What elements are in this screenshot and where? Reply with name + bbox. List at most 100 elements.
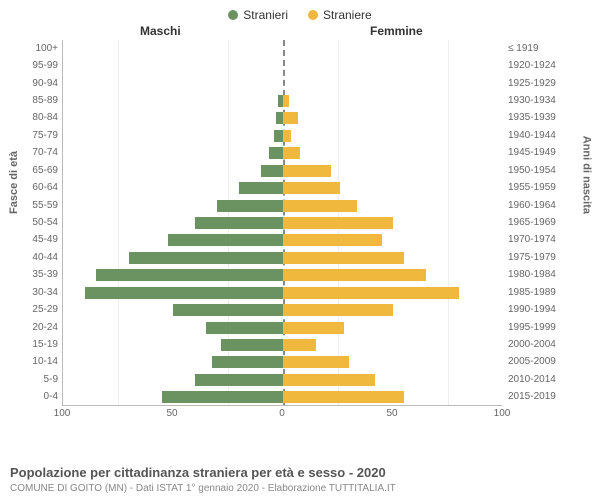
y-label-age: 75-79 (2, 129, 58, 143)
pyramid-row (63, 59, 502, 73)
bar-female (283, 182, 340, 194)
legend-swatch-female (308, 10, 318, 20)
bar-female (283, 356, 349, 368)
x-axis-ticks: 10050050100 (62, 408, 502, 422)
y-label-age: 55-59 (2, 199, 58, 213)
y-label-age: 0-4 (2, 390, 58, 404)
column-headers: Maschi Femmine (0, 24, 600, 40)
y-label-birth: 1950-1954 (508, 164, 588, 178)
x-tick: 50 (166, 408, 177, 419)
bar-male (212, 356, 282, 368)
bar-male (206, 322, 283, 334)
pyramid-row (63, 42, 502, 56)
plot-area (62, 40, 502, 406)
pyramid-row (63, 338, 502, 352)
bar-female (283, 217, 393, 229)
x-tick: 100 (494, 408, 511, 419)
bar-male (85, 287, 283, 299)
y-label-birth: 2015-2019 (508, 390, 588, 404)
pyramid-row (63, 251, 502, 265)
bar-male (269, 147, 282, 159)
chart-subtitle: COMUNE DI GOITO (MN) - Dati ISTAT 1° gen… (10, 483, 396, 494)
y-label-birth: 1925-1929 (508, 77, 588, 91)
pyramid-row (63, 164, 502, 178)
y-label-age: 70-74 (2, 146, 58, 160)
y-label-birth: ≤ 1919 (508, 42, 588, 56)
bar-female (283, 234, 382, 246)
y-label-age: 90-94 (2, 77, 58, 91)
y-label-birth: 1935-1939 (508, 111, 588, 125)
pyramid-row (63, 303, 502, 317)
y-label-birth: 1995-1999 (508, 321, 588, 335)
legend-swatch-male (228, 10, 238, 20)
y-label-age: 80-84 (2, 111, 58, 125)
bar-male (129, 252, 283, 264)
bar-female (283, 95, 290, 107)
pyramid-row (63, 233, 502, 247)
y-label-birth: 2000-2004 (508, 338, 588, 352)
y-label-birth: 1985-1989 (508, 286, 588, 300)
y-label-age: 45-49 (2, 233, 58, 247)
y-label-age: 20-24 (2, 321, 58, 335)
pyramid-row (63, 355, 502, 369)
y-label-age: 15-19 (2, 338, 58, 352)
y-label-birth: 1955-1959 (508, 181, 588, 195)
bar-male (261, 165, 283, 177)
y-label-age: 85-89 (2, 94, 58, 108)
pyramid-row (63, 286, 502, 300)
bar-male (217, 200, 283, 212)
bar-female (283, 130, 292, 142)
y-label-age: 40-44 (2, 251, 58, 265)
y-label-age: 5-9 (2, 373, 58, 387)
y-label-birth: 1965-1969 (508, 216, 588, 230)
y-label-birth: 1920-1924 (508, 59, 588, 73)
y-label-age: 30-34 (2, 286, 58, 300)
pyramid-row (63, 390, 502, 404)
pyramid-row (63, 321, 502, 335)
header-female: Femmine (370, 24, 423, 38)
bar-female (283, 147, 301, 159)
y-label-birth: 1940-1944 (508, 129, 588, 143)
pyramid-row (63, 111, 502, 125)
bar-female (283, 304, 393, 316)
pyramid-row (63, 373, 502, 387)
y-label-age: 65-69 (2, 164, 58, 178)
legend-male: Stranieri (228, 8, 288, 22)
x-tick: 100 (54, 408, 71, 419)
bar-female (283, 252, 404, 264)
x-tick: 0 (279, 408, 285, 419)
pyramid-row (63, 199, 502, 213)
y-label-birth: 1945-1949 (508, 146, 588, 160)
bar-female (283, 200, 358, 212)
pyramid-row (63, 77, 502, 91)
bar-male (195, 217, 283, 229)
x-tick: 50 (386, 408, 397, 419)
bar-female (283, 165, 331, 177)
y-label-birth: 1930-1934 (508, 94, 588, 108)
bar-female (283, 322, 345, 334)
bar-male (96, 269, 283, 281)
bar-female (283, 339, 316, 351)
bar-male (195, 374, 283, 386)
bar-female (283, 391, 404, 403)
bar-male (274, 130, 283, 142)
y-label-birth: 1990-1994 (508, 303, 588, 317)
bar-male (162, 391, 283, 403)
y-label-birth: 1975-1979 (508, 251, 588, 265)
y-label-birth: 1960-1964 (508, 199, 588, 213)
y-label-age: 35-39 (2, 268, 58, 282)
legend-label-male: Stranieri (243, 8, 288, 22)
bar-male (173, 304, 283, 316)
y-label-birth: 1980-1984 (508, 268, 588, 282)
bar-male (221, 339, 283, 351)
bar-male (276, 112, 283, 124)
y-label-age: 60-64 (2, 181, 58, 195)
y-label-birth: 1970-1974 (508, 233, 588, 247)
bar-female (283, 374, 375, 386)
y-label-birth: 2005-2009 (508, 355, 588, 369)
chart-title: Popolazione per cittadinanza straniera p… (10, 465, 386, 480)
y-label-age: 10-14 (2, 355, 58, 369)
y-label-age: 100+ (2, 42, 58, 56)
legend-female: Straniere (308, 8, 372, 22)
bar-female (283, 112, 298, 124)
